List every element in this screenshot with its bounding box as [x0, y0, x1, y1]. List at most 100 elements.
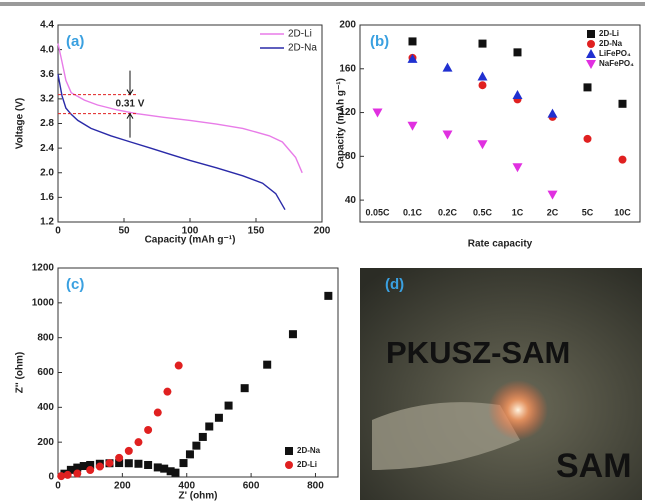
x-tick-label: 1C — [512, 207, 524, 217]
marker — [134, 438, 142, 446]
y-tick-label: 3.2 — [40, 94, 54, 105]
y-axis-label: Z'' (ohm) — [15, 352, 26, 393]
legend-label: 2D-Li — [599, 29, 619, 38]
marker — [105, 459, 113, 467]
marker — [73, 470, 81, 478]
y-tick-label: 1200 — [32, 263, 55, 274]
marker — [513, 90, 523, 99]
marker — [134, 460, 142, 468]
marker — [289, 330, 297, 338]
x-tick-label: 0 — [55, 481, 61, 492]
marker — [225, 402, 233, 410]
marker — [548, 109, 558, 118]
marker — [548, 191, 558, 200]
y-tick-label: 3.6 — [40, 69, 54, 80]
legend-label: 2D-Li — [288, 29, 312, 40]
marker — [171, 469, 179, 477]
marker — [263, 361, 271, 369]
marker — [586, 49, 596, 58]
marker — [86, 466, 94, 474]
marker — [587, 40, 595, 48]
marker — [144, 426, 152, 434]
x-tick-label: 2C — [547, 207, 559, 217]
x-tick-label: 50 — [118, 226, 130, 237]
x-tick-label: 150 — [248, 226, 265, 237]
y-tick-label: 2.0 — [40, 167, 54, 178]
marker — [479, 40, 487, 48]
y-tick-label: 200 — [37, 437, 54, 448]
y-tick-label: 0 — [48, 472, 54, 483]
marker — [478, 140, 488, 149]
x-axis-label: Z' (ohm) — [178, 491, 217, 502]
y-axis-label: Capacity (mAh g⁻¹) — [336, 78, 347, 169]
panel-label: (c) — [66, 276, 84, 293]
line — [58, 44, 302, 173]
marker — [478, 71, 488, 80]
marker — [241, 384, 249, 392]
y-tick-label: 600 — [37, 367, 54, 378]
y-tick-label: 800 — [37, 332, 54, 343]
x-tick-label: 0.2C — [438, 207, 458, 217]
marker — [324, 292, 332, 300]
y-tick-label: 2.8 — [40, 118, 54, 129]
marker — [125, 447, 133, 455]
marker — [409, 37, 417, 45]
x-tick-label: 600 — [243, 481, 260, 492]
y-tick-label: 40 — [345, 195, 357, 206]
marker — [285, 461, 293, 469]
marker — [584, 83, 592, 91]
marker — [115, 454, 123, 462]
y-tick-label: 160 — [339, 63, 356, 74]
marker — [586, 60, 596, 69]
x-axis-label: Capacity (mAh g⁻¹) — [145, 235, 236, 246]
marker — [192, 442, 200, 450]
x-tick-label: 800 — [307, 481, 324, 492]
y-tick-label: 2.4 — [40, 143, 54, 154]
marker — [163, 388, 171, 396]
y-tick-label: 1.2 — [40, 217, 54, 228]
panel-label: (b) — [370, 33, 389, 50]
marker — [64, 471, 72, 479]
panel-label: (d) — [385, 276, 404, 293]
x-tick-label: 0 — [55, 226, 61, 237]
marker — [587, 30, 595, 38]
marker — [584, 135, 592, 143]
panel-label: (a) — [66, 33, 84, 50]
y-tick-label: 4.4 — [40, 20, 54, 31]
marker — [619, 100, 627, 108]
y-tick-label: 4.0 — [40, 44, 54, 55]
marker — [479, 81, 487, 89]
x-axis-label: Rate capacity — [468, 239, 533, 250]
marker — [443, 130, 453, 139]
x-tick-label: 0.5C — [473, 207, 493, 217]
marker — [373, 109, 383, 118]
figure: (d) PKUSZ-SAM SAM 1.2 1.6 2.0 2.4 2.8 3.2 3.6 4… — [0, 0, 645, 504]
photo-text: SAM — [556, 447, 632, 485]
marker — [144, 461, 152, 469]
x-tick-label: 5C — [582, 207, 594, 217]
top-rule — [0, 2, 645, 6]
marker — [154, 409, 162, 417]
y-tick-label: 400 — [37, 402, 54, 413]
legend-label: LiFePO₄ — [599, 49, 631, 58]
plot-frame — [360, 25, 640, 222]
marker — [125, 459, 133, 467]
y-tick-label: 1000 — [32, 297, 55, 308]
y-tick-label: 1.6 — [40, 192, 54, 203]
marker — [96, 463, 104, 471]
x-tick-label: 10C — [614, 207, 631, 217]
marker — [513, 163, 523, 172]
x-tick-label: 200 — [114, 481, 131, 492]
y-axis-label: Voltage (V) — [15, 98, 26, 149]
marker — [514, 48, 522, 56]
legend-label: 2D-Na — [288, 43, 317, 54]
legend-label: NaFePO₄ — [599, 59, 634, 68]
legend-label: 2D-Na — [297, 446, 321, 455]
y-tick-label: 200 — [339, 20, 356, 31]
marker — [408, 122, 418, 131]
annotation: 0.31 V — [116, 99, 145, 110]
led-glow — [488, 380, 548, 440]
photo-text: PKUSZ-SAM — [386, 335, 570, 370]
x-tick-label: 0.05C — [365, 207, 390, 217]
x-tick-label: 200 — [314, 226, 331, 237]
